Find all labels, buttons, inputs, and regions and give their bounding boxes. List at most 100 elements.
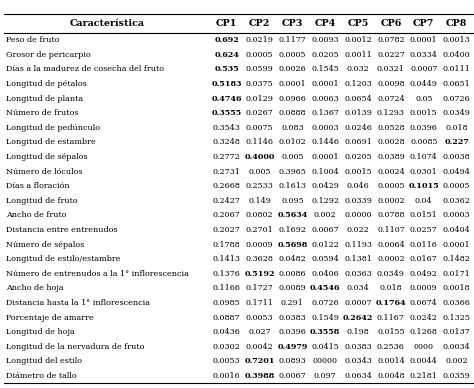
Text: 0.0267: 0.0267: [246, 109, 273, 117]
Text: 0.2668: 0.2668: [213, 182, 241, 190]
Text: 0.0802: 0.0802: [246, 211, 273, 220]
Text: 0.0594: 0.0594: [311, 255, 339, 263]
Text: 0.0011: 0.0011: [344, 51, 372, 59]
Text: 0.0085: 0.0085: [410, 139, 438, 146]
Text: 0.0363: 0.0363: [344, 270, 372, 278]
Text: 0.291: 0.291: [281, 299, 304, 307]
Text: 0.3248: 0.3248: [213, 139, 241, 146]
Text: 0.1074: 0.1074: [410, 153, 438, 161]
Text: 0.1549: 0.1549: [311, 314, 339, 322]
Text: CP1: CP1: [216, 19, 237, 28]
Text: 0.0349: 0.0349: [377, 270, 405, 278]
Text: 0.149: 0.149: [248, 197, 271, 205]
Text: 0.083: 0.083: [281, 124, 304, 132]
Text: Distancia entre entrenudos: Distancia entre entrenudos: [6, 226, 117, 234]
Text: Longitud de pedúnculo: Longitud de pedúnculo: [6, 124, 100, 132]
Text: 0.046: 0.046: [346, 182, 369, 190]
Text: Longitud de estambre: Longitud de estambre: [6, 139, 95, 146]
Text: 0.034: 0.034: [346, 284, 369, 293]
Text: 0.0651: 0.0651: [443, 80, 471, 88]
Text: 0.0429: 0.0429: [311, 182, 339, 190]
Text: 0.0396: 0.0396: [278, 328, 306, 336]
Text: 0.2536: 0.2536: [377, 343, 405, 351]
Text: 0.1613: 0.1613: [278, 182, 306, 190]
Text: 0.1727: 0.1727: [246, 284, 273, 293]
Text: 0.2181: 0.2181: [410, 372, 438, 380]
Text: 0.0001: 0.0001: [311, 153, 339, 161]
Text: 0.0002: 0.0002: [377, 197, 405, 205]
Text: CP7: CP7: [413, 19, 435, 28]
Text: 0.1107: 0.1107: [377, 226, 405, 234]
Text: 0.0155: 0.0155: [377, 328, 405, 336]
Text: 0.1293: 0.1293: [377, 109, 405, 117]
Text: 0.027: 0.027: [248, 328, 271, 336]
Text: Distancia hasta la 1° inflorescencia: Distancia hasta la 1° inflorescencia: [6, 299, 150, 307]
Text: 0.2027: 0.2027: [213, 226, 241, 234]
Text: 0.1004: 0.1004: [311, 168, 339, 176]
Text: 0.0001: 0.0001: [443, 241, 470, 249]
Text: 0.0007: 0.0007: [410, 66, 438, 73]
Text: 0.0042: 0.0042: [246, 343, 273, 351]
Text: 0.0063: 0.0063: [311, 95, 339, 103]
Text: Días a floración: Días a floración: [6, 182, 69, 190]
Text: 0.0383: 0.0383: [344, 343, 372, 351]
Text: 0.0139: 0.0139: [344, 109, 372, 117]
Text: 0.0009: 0.0009: [410, 284, 438, 293]
Text: 0.0257: 0.0257: [410, 226, 438, 234]
Text: CP5: CP5: [347, 19, 369, 28]
Text: 0.3558: 0.3558: [310, 328, 340, 336]
Text: 0.1177: 0.1177: [279, 36, 306, 44]
Text: 0.0396: 0.0396: [410, 124, 438, 132]
Text: 0.4000: 0.4000: [245, 153, 275, 161]
Text: Número de sépalos: Número de sépalos: [6, 241, 84, 249]
Text: 0.0362: 0.0362: [443, 197, 471, 205]
Text: 0.0599: 0.0599: [246, 66, 273, 73]
Text: 0.0048: 0.0048: [377, 372, 405, 380]
Text: 0.0026: 0.0026: [279, 66, 306, 73]
Text: Porcentaje de amarre: Porcentaje de amarre: [6, 314, 93, 322]
Text: 0.1376: 0.1376: [213, 270, 241, 278]
Text: 0.0067: 0.0067: [279, 372, 306, 380]
Text: 0.5183: 0.5183: [211, 80, 242, 88]
Text: 0.0301: 0.0301: [410, 168, 438, 176]
Text: 0.0227: 0.0227: [377, 51, 405, 59]
Text: Longitud de estilo/estambre: Longitud de estilo/estambre: [6, 255, 120, 263]
Text: 0.0449: 0.0449: [410, 80, 438, 88]
Text: 0.0005: 0.0005: [443, 182, 470, 190]
Text: 0.0726: 0.0726: [311, 299, 339, 307]
Text: 0.032: 0.032: [346, 66, 369, 73]
Text: 0.3543: 0.3543: [213, 124, 241, 132]
Text: 0.0321: 0.0321: [377, 66, 405, 73]
Text: 0.0375: 0.0375: [246, 80, 273, 88]
Text: 0.0003: 0.0003: [443, 211, 470, 220]
Text: 0.0098: 0.0098: [377, 80, 405, 88]
Text: 0.0893: 0.0893: [279, 357, 306, 365]
Text: 0.227: 0.227: [444, 139, 469, 146]
Text: 0.1325: 0.1325: [443, 314, 471, 322]
Text: 0.022: 0.022: [346, 226, 369, 234]
Text: Longitud de sépalos: Longitud de sépalos: [6, 153, 87, 161]
Text: Característica: Característica: [70, 19, 145, 28]
Text: 0.0151: 0.0151: [410, 211, 438, 220]
Text: CP6: CP6: [380, 19, 401, 28]
Text: 0.2731: 0.2731: [213, 168, 241, 176]
Text: 0.5698: 0.5698: [277, 241, 308, 249]
Text: 0.097: 0.097: [314, 372, 337, 380]
Text: 0.0024: 0.0024: [377, 168, 405, 176]
Text: 0.0053: 0.0053: [246, 314, 273, 322]
Text: 0.4546: 0.4546: [310, 284, 340, 293]
Text: 0.1167: 0.1167: [377, 314, 405, 322]
Text: 0.0205: 0.0205: [344, 153, 372, 161]
Text: 0.018: 0.018: [380, 284, 402, 293]
Text: 0.3555: 0.3555: [211, 109, 242, 117]
Text: Días a la madurez de cosecha del fruto: Días a la madurez de cosecha del fruto: [6, 66, 164, 73]
Text: 0.0359: 0.0359: [443, 372, 471, 380]
Text: 0.2427: 0.2427: [213, 197, 241, 205]
Text: 0.0067: 0.0067: [311, 226, 339, 234]
Text: 0.0015: 0.0015: [344, 168, 372, 176]
Text: 0.7201: 0.7201: [244, 357, 275, 365]
Text: 0.0219: 0.0219: [246, 36, 273, 44]
Text: 0.0334: 0.0334: [410, 51, 438, 59]
Text: 0.005: 0.005: [281, 153, 304, 161]
Text: 0.0111: 0.0111: [443, 66, 471, 73]
